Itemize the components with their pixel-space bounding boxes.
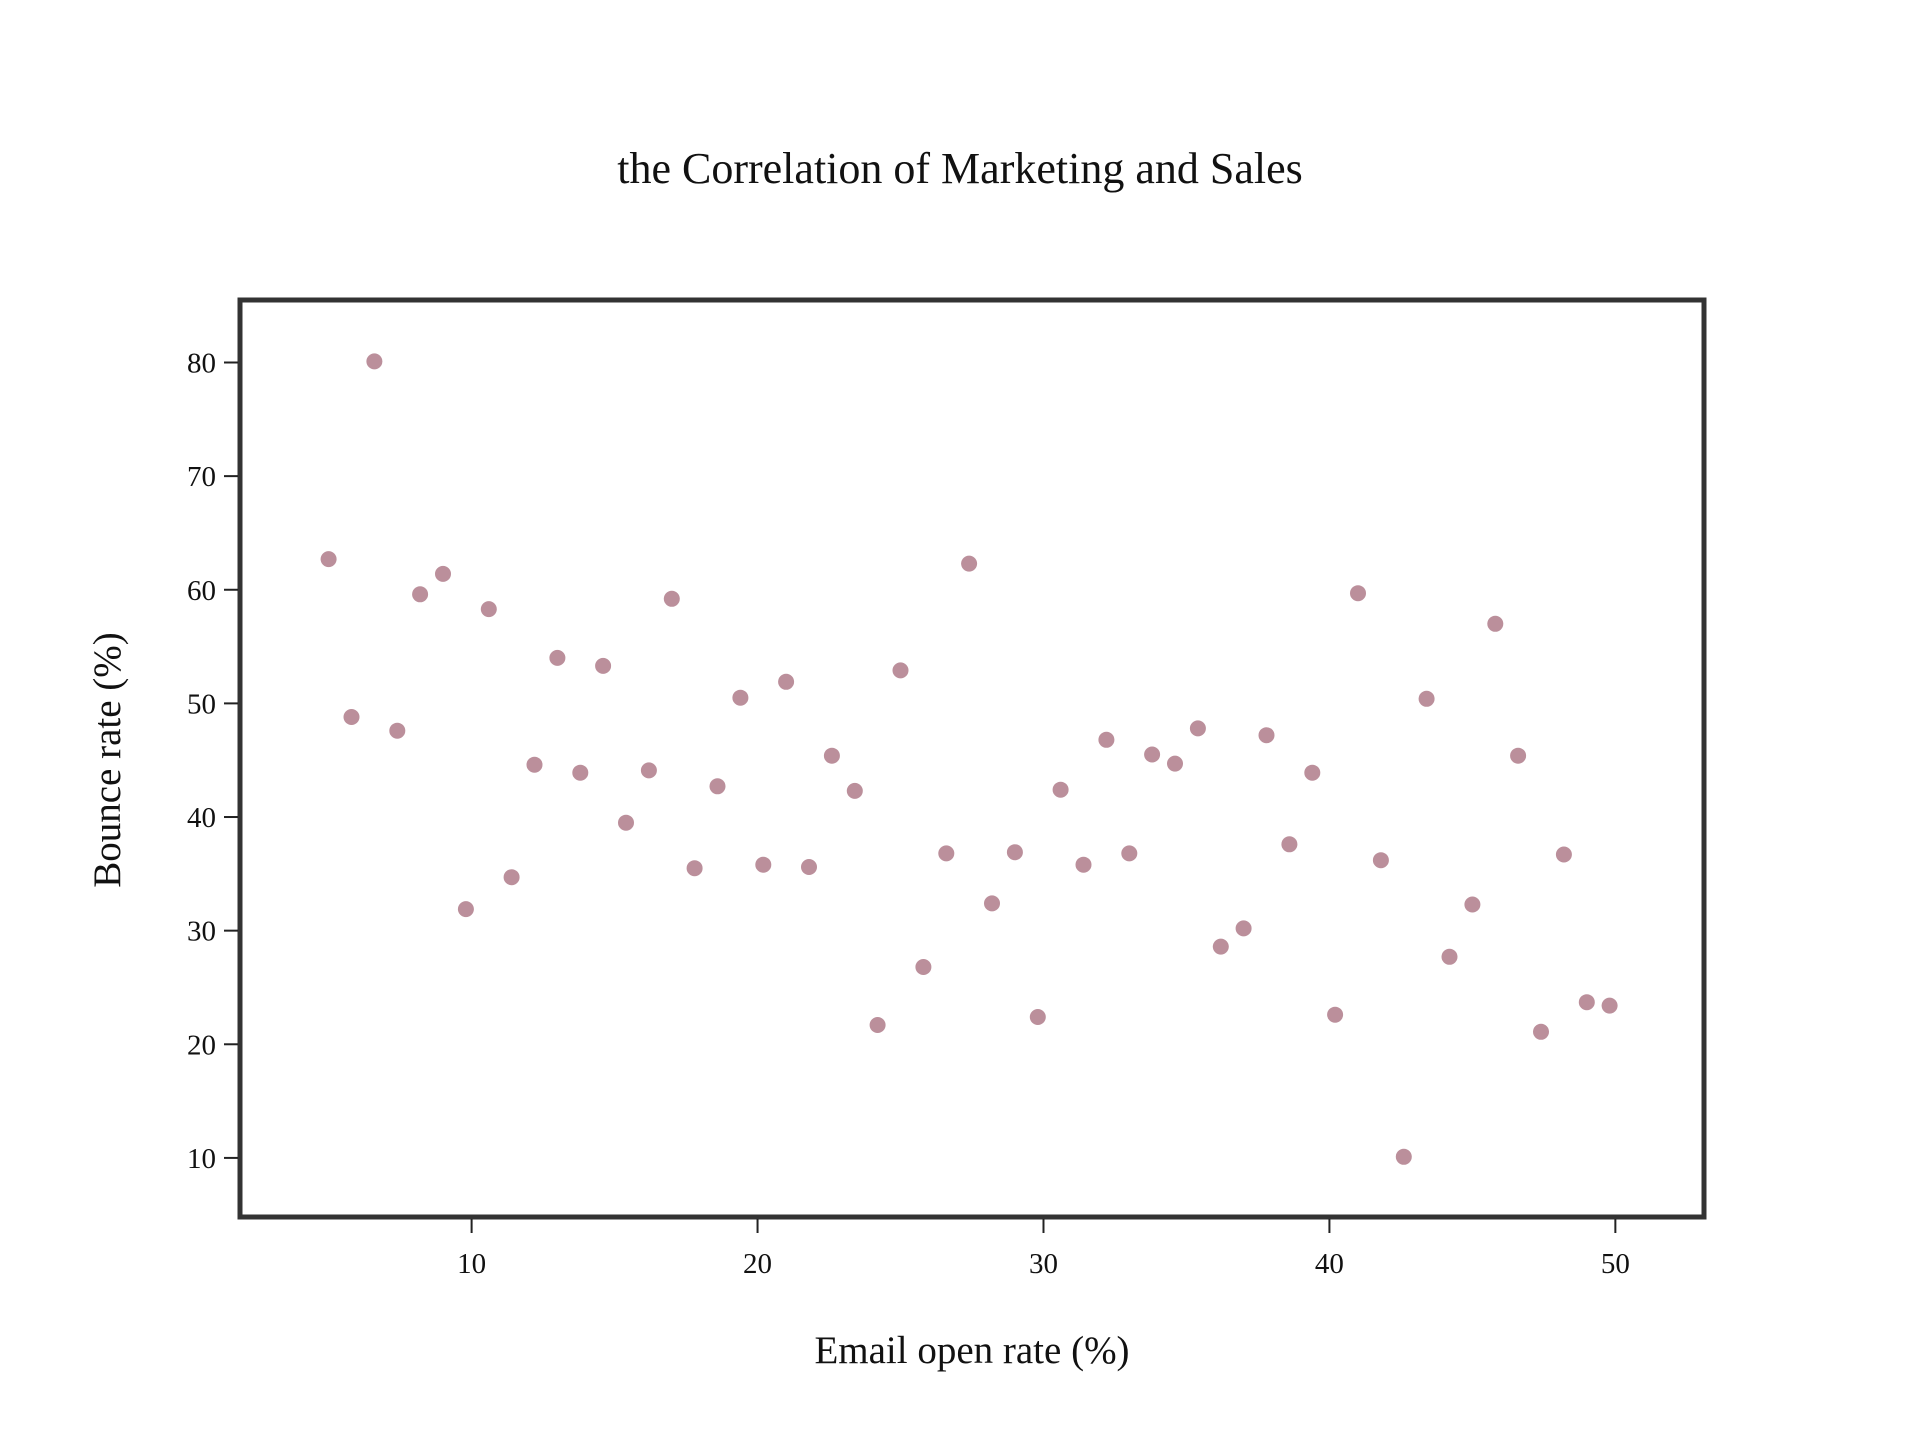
data-point xyxy=(549,649,566,666)
data-point xyxy=(915,959,932,975)
data-point xyxy=(1052,781,1069,798)
plot-frame xyxy=(237,297,1707,1220)
data-point xyxy=(984,895,1000,912)
y-tick-label: 10 xyxy=(187,1143,216,1175)
x-tick-label: 20 xyxy=(743,1248,772,1280)
data-point xyxy=(1006,844,1023,861)
data-point xyxy=(732,689,749,706)
data-point xyxy=(1075,856,1092,873)
data-point xyxy=(480,601,497,618)
data-point xyxy=(778,673,795,690)
data-point xyxy=(320,551,337,568)
data-point xyxy=(892,662,909,679)
data-point xyxy=(1418,690,1435,707)
data-point xyxy=(801,859,817,875)
data-point xyxy=(1212,938,1229,955)
data-point xyxy=(686,860,703,877)
data-point xyxy=(1304,764,1321,781)
data-points xyxy=(320,353,1618,1165)
data-point xyxy=(1144,746,1161,763)
y-tick-label: 40 xyxy=(187,802,216,834)
x-axis: 10 20 30 40 50 xyxy=(457,1219,1630,1280)
data-point xyxy=(755,856,772,873)
data-point xyxy=(366,353,383,370)
x-tick-label: 30 xyxy=(1029,1248,1058,1280)
y-tick-label: 50 xyxy=(187,688,216,720)
data-point xyxy=(1167,755,1183,772)
x-tick-label: 50 xyxy=(1601,1248,1630,1280)
data-point xyxy=(640,762,657,779)
y-tick-label: 30 xyxy=(187,916,216,948)
data-point xyxy=(1029,1009,1046,1025)
data-point xyxy=(1601,997,1618,1014)
data-point xyxy=(709,778,726,795)
data-point xyxy=(435,565,451,582)
data-point xyxy=(961,555,978,572)
data-point xyxy=(1555,846,1572,863)
data-point xyxy=(618,814,634,831)
data-point xyxy=(938,845,955,862)
data-point xyxy=(572,764,589,781)
chart-title: the Correlation of Marketing and Sales xyxy=(617,144,1302,193)
data-point xyxy=(1281,836,1298,853)
data-point xyxy=(823,747,840,764)
y-axis-label: Bounce rate (%) xyxy=(86,632,129,888)
data-point xyxy=(1258,727,1275,744)
data-point xyxy=(595,657,612,674)
data-point xyxy=(663,590,680,607)
data-point xyxy=(343,709,360,725)
data-point xyxy=(1578,994,1595,1011)
data-point xyxy=(1327,1006,1344,1023)
y-tick-label: 70 xyxy=(187,461,216,493)
x-axis-label: Email open rate (%) xyxy=(814,1329,1129,1372)
data-point xyxy=(1189,720,1206,737)
data-point xyxy=(1350,585,1366,602)
y-axis: 10 20 30 40 50 60 70 80 xyxy=(187,347,238,1175)
data-point xyxy=(1395,1148,1412,1165)
data-point xyxy=(1464,896,1481,913)
data-point xyxy=(389,722,406,739)
data-point xyxy=(1510,747,1527,764)
x-tick-label: 40 xyxy=(1315,1248,1344,1280)
y-tick-label: 80 xyxy=(187,347,216,379)
x-tick-label: 10 xyxy=(457,1248,486,1280)
data-point xyxy=(1235,920,1252,937)
data-point xyxy=(1441,948,1458,965)
y-tick-label: 60 xyxy=(187,575,216,607)
data-point xyxy=(1098,731,1115,748)
data-point xyxy=(1372,852,1389,869)
data-point xyxy=(503,869,520,886)
data-point xyxy=(412,586,429,603)
data-point xyxy=(1533,1023,1549,1040)
data-point xyxy=(846,782,863,799)
data-point xyxy=(869,1017,886,1033)
data-point xyxy=(1487,615,1504,632)
data-point xyxy=(526,756,543,773)
data-point xyxy=(1121,845,1138,862)
y-tick-label: 20 xyxy=(187,1029,216,1061)
data-point xyxy=(457,901,474,918)
